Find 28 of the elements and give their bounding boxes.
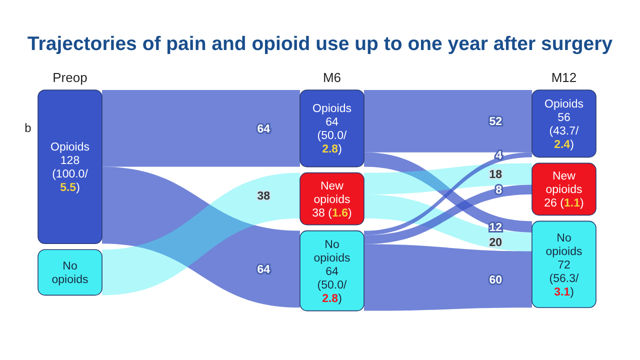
data-label: 72 (56.3/ 3.1) bbox=[549, 259, 580, 298]
category-label: No opioids bbox=[314, 238, 350, 264]
data-label: 26 (1.1) bbox=[544, 198, 584, 210]
text: b bbox=[24, 121, 32, 135]
text: 64 bbox=[257, 123, 270, 136]
series-label: M12 bbox=[551, 70, 577, 85]
data-label: 64 (50.0/ 2.8) bbox=[317, 266, 348, 305]
data-label: 64 (50.0/ 2.8) bbox=[317, 116, 348, 156]
text: 8 bbox=[496, 184, 502, 197]
category-label: No opioids bbox=[52, 260, 88, 286]
category-label: Opioids bbox=[50, 142, 90, 154]
text: 52 bbox=[489, 116, 502, 128]
text: 60 bbox=[489, 274, 502, 286]
data-label: 56 (43.7/ 2.4) bbox=[549, 112, 580, 151]
series-label: M6 bbox=[322, 70, 342, 85]
category-label: No opioids bbox=[546, 232, 582, 258]
data-label: 128 (100.0/ 5.5) bbox=[52, 155, 89, 194]
series-label: Preop bbox=[52, 70, 88, 85]
text: 38 bbox=[257, 190, 270, 203]
text: 64 bbox=[257, 264, 270, 276]
data-label: 38 (1.6) bbox=[312, 207, 352, 220]
category-label: New opioids bbox=[314, 180, 350, 206]
text: Trajectories of pain and opioid use up to one year after surgery bbox=[27, 33, 613, 55]
text: 20 bbox=[489, 236, 502, 249]
category-label: New opioids bbox=[546, 170, 582, 196]
category-label: Opioids bbox=[544, 98, 584, 110]
text: 18 bbox=[489, 169, 502, 181]
category-label: Opioids bbox=[312, 103, 352, 116]
